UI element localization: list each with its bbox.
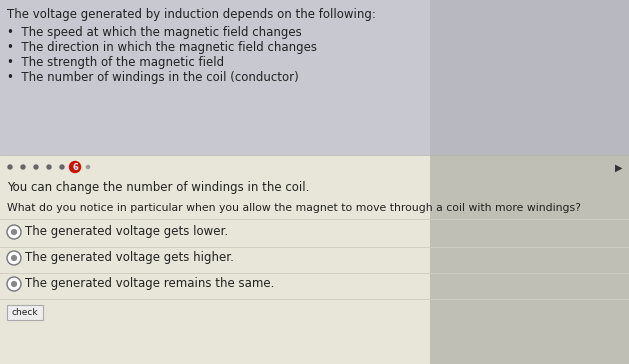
Text: ▶: ▶	[615, 163, 623, 173]
FancyBboxPatch shape	[430, 0, 629, 364]
Circle shape	[8, 164, 13, 170]
Text: •  The strength of the magnetic field: • The strength of the magnetic field	[7, 56, 224, 69]
FancyBboxPatch shape	[7, 305, 43, 320]
Text: 6: 6	[72, 162, 78, 171]
Text: •  The number of windings in the coil (conductor): • The number of windings in the coil (co…	[7, 71, 299, 84]
Circle shape	[69, 162, 81, 173]
FancyBboxPatch shape	[0, 0, 629, 155]
Text: check: check	[12, 308, 38, 317]
Circle shape	[33, 164, 39, 170]
Text: The voltage generated by induction depends on the following:: The voltage generated by induction depen…	[7, 8, 376, 21]
Circle shape	[11, 281, 17, 287]
Text: •  The speed at which the magnetic field changes: • The speed at which the magnetic field …	[7, 26, 302, 39]
Circle shape	[7, 251, 21, 265]
FancyBboxPatch shape	[430, 0, 629, 155]
Circle shape	[47, 164, 52, 170]
Text: The generated voltage gets lower.: The generated voltage gets lower.	[25, 225, 228, 237]
Circle shape	[59, 164, 65, 170]
Circle shape	[11, 255, 17, 261]
Text: You can change the number of windings in the coil.: You can change the number of windings in…	[7, 181, 309, 194]
Circle shape	[20, 164, 26, 170]
Text: •  The direction in which the magnetic field changes: • The direction in which the magnetic fi…	[7, 41, 317, 54]
Text: The generated voltage gets higher.: The generated voltage gets higher.	[25, 250, 234, 264]
Circle shape	[7, 225, 21, 239]
Text: The generated voltage remains the same.: The generated voltage remains the same.	[25, 277, 274, 289]
Circle shape	[86, 165, 90, 169]
Circle shape	[7, 277, 21, 291]
Text: What do you notice in particular when you allow the magnet to move through a coi: What do you notice in particular when yo…	[7, 203, 581, 213]
Circle shape	[11, 229, 17, 235]
